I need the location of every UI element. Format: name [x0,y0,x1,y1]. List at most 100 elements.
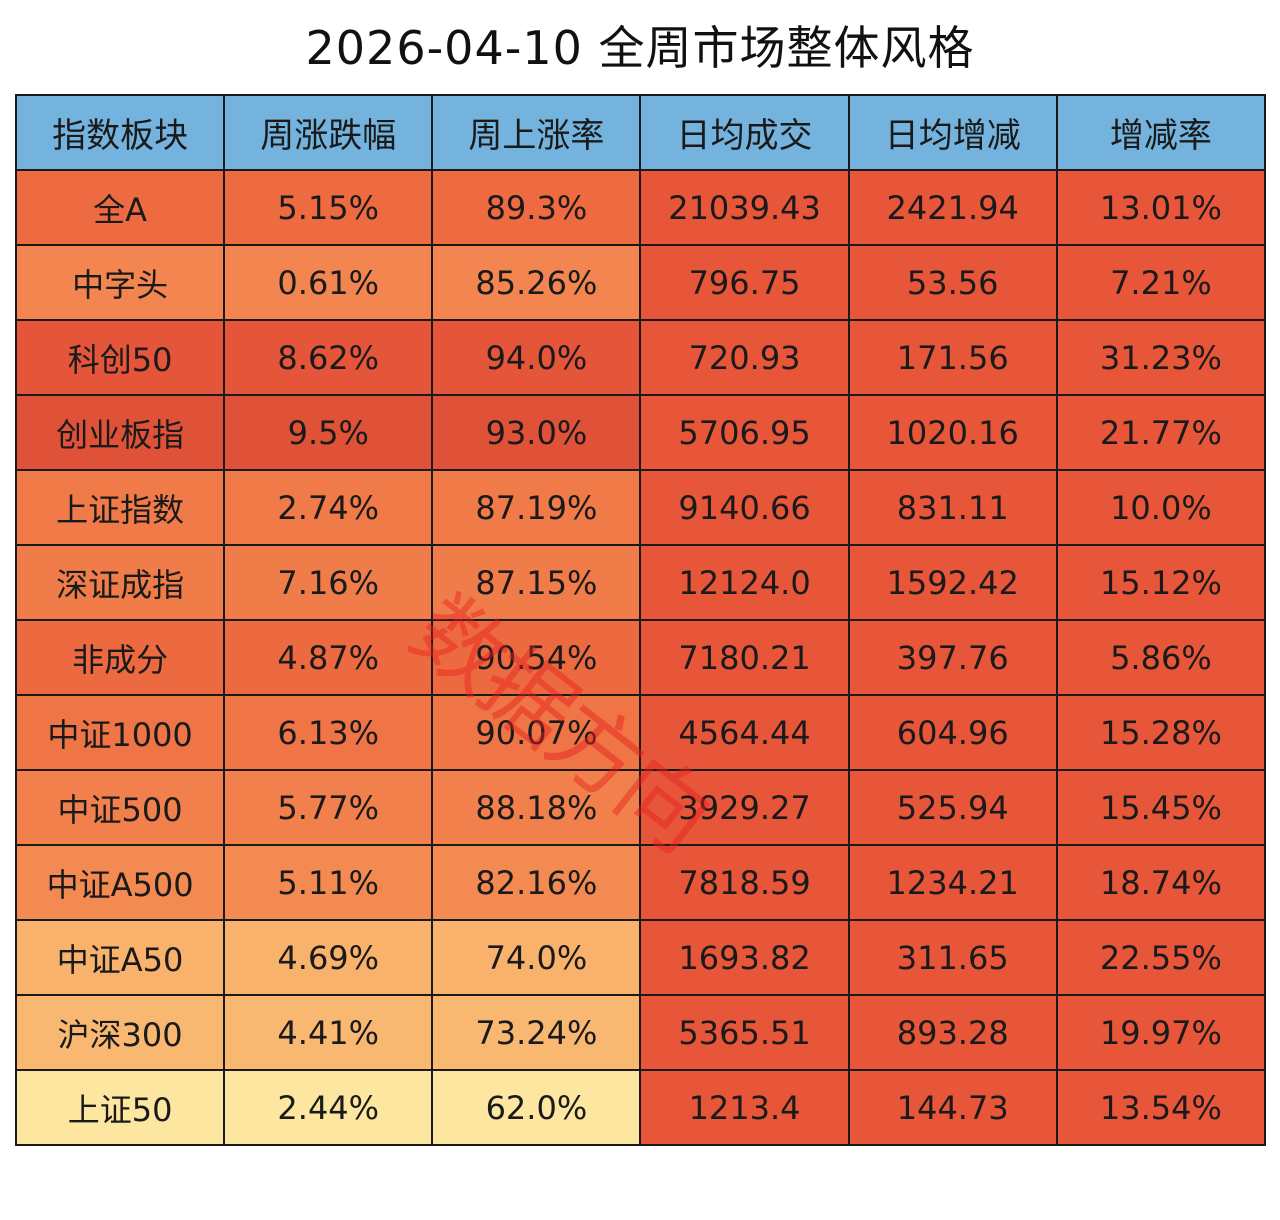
index-name-cell: 创业板指 [14,394,226,471]
value-cell: 4.69% [223,919,434,996]
value-cell: 31.23% [1055,319,1267,396]
value-cell: 2421.94 [847,169,1058,246]
value-cell: 87.19% [431,469,642,546]
value-cell: 5.11% [223,844,434,921]
value-cell: 1213.4 [639,1069,850,1146]
value-cell: 13.54% [1055,1069,1267,1146]
value-cell: 53.56 [847,244,1058,321]
value-cell: 89.3% [431,169,642,246]
table-row: 科创50 8.62% 94.0% 720.93 171.56 31.23% [14,319,1267,396]
value-cell: 22.55% [1055,919,1267,996]
column-header: 指数板块 [14,94,226,171]
value-cell: 7.21% [1055,244,1267,321]
market-style-table: 指数板块 周涨跌幅 周上涨率 日均成交 日均增减 增减率 全A 5.15% 89.3% 2103… [14,94,1267,1146]
value-cell: 5.86% [1055,619,1267,696]
value-cell: 21.77% [1055,394,1267,471]
value-cell: 2.44% [223,1069,434,1146]
value-cell: 93.0% [431,394,642,471]
value-cell: 9.5% [223,394,434,471]
column-header: 日均成交 [639,94,850,171]
index-name-cell: 科创50 [14,319,226,396]
value-cell: 94.0% [431,319,642,396]
value-cell: 18.74% [1055,844,1267,921]
value-cell: 311.65 [847,919,1058,996]
value-cell: 525.94 [847,769,1058,846]
table-row: 上证指数 2.74% 87.19% 9140.66 831.11 10.0% [14,469,1267,546]
table-row: 全A 5.15% 89.3% 21039.43 2421.94 13.01% [14,169,1267,246]
value-cell: 62.0% [431,1069,642,1146]
value-cell: 15.45% [1055,769,1267,846]
value-cell: 5706.95 [639,394,850,471]
value-cell: 5.77% [223,769,434,846]
table-row: 上证50 2.44% 62.0% 1213.4 144.73 13.54% [14,1069,1267,1146]
value-cell: 1234.21 [847,844,1058,921]
value-cell: 8.62% [223,319,434,396]
table-row: 深证成指 7.16% 87.15% 12124.0 1592.42 15.12% [14,544,1267,621]
index-name-cell: 非成分 [14,619,226,696]
value-cell: 87.15% [431,544,642,621]
index-name-cell: 中证A500 [14,844,226,921]
table-row: 中证1000 6.13% 90.07% 4564.44 604.96 15.28% [14,694,1267,771]
value-cell: 19.97% [1055,994,1267,1071]
table-header-row: 指数板块 周涨跌幅 周上涨率 日均成交 日均增减 增减率 [14,94,1267,171]
index-name-cell: 中证1000 [14,694,226,771]
value-cell: 85.26% [431,244,642,321]
column-header: 日均增减 [847,94,1058,171]
value-cell: 5.15% [223,169,434,246]
value-cell: 397.76 [847,619,1058,696]
value-cell: 720.93 [639,319,850,396]
value-cell: 90.54% [431,619,642,696]
index-name-cell: 中字头 [14,244,226,321]
value-cell: 604.96 [847,694,1058,771]
value-cell: 1020.16 [847,394,1058,471]
table-row: 非成分 4.87% 90.54% 7180.21 397.76 5.86% [14,619,1267,696]
value-cell: 4564.44 [639,694,850,771]
value-cell: 4.41% [223,994,434,1071]
column-header: 增减率 [1055,94,1267,171]
value-cell: 1693.82 [639,919,850,996]
value-cell: 88.18% [431,769,642,846]
index-name-cell: 深证成指 [14,544,226,621]
value-cell: 893.28 [847,994,1058,1071]
index-name-cell: 上证50 [14,1069,226,1146]
index-name-cell: 中证A50 [14,919,226,996]
value-cell: 0.61% [223,244,434,321]
value-cell: 5365.51 [639,994,850,1071]
index-name-cell: 沪深300 [14,994,226,1071]
value-cell: 1592.42 [847,544,1058,621]
value-cell: 4.87% [223,619,434,696]
value-cell: 7818.59 [639,844,850,921]
value-cell: 7.16% [223,544,434,621]
page-title: 2026-04-10 全周市场整体风格 [305,21,975,75]
table-row: 沪深300 4.41% 73.24% 5365.51 893.28 19.97% [14,994,1267,1071]
value-cell: 13.01% [1055,169,1267,246]
value-cell: 6.13% [223,694,434,771]
value-cell: 15.28% [1055,694,1267,771]
value-cell: 7180.21 [639,619,850,696]
value-cell: 831.11 [847,469,1058,546]
value-cell: 171.56 [847,319,1058,396]
value-cell: 10.0% [1055,469,1267,546]
column-header: 周涨跌幅 [223,94,434,171]
value-cell: 21039.43 [639,169,850,246]
index-name-cell: 中证500 [14,769,226,846]
value-cell: 9140.66 [639,469,850,546]
table-row: 中证500 5.77% 88.18% 3929.27 525.94 15.45% [14,769,1267,846]
value-cell: 3929.27 [639,769,850,846]
value-cell: 144.73 [847,1069,1058,1146]
value-cell: 12124.0 [639,544,850,621]
value-cell: 2.74% [223,469,434,546]
index-name-cell: 全A [14,169,226,246]
table-row: 中字头 0.61% 85.26% 796.75 53.56 7.21% [14,244,1267,321]
table-row: 创业板指 9.5% 93.0% 5706.95 1020.16 21.77% [14,394,1267,471]
value-cell: 15.12% [1055,544,1267,621]
value-cell: 73.24% [431,994,642,1071]
value-cell: 74.0% [431,919,642,996]
column-header: 周上涨率 [431,94,642,171]
value-cell: 82.16% [431,844,642,921]
value-cell: 90.07% [431,694,642,771]
table-row: 中证A500 5.11% 82.16% 7818.59 1234.21 18.74% [14,844,1267,921]
table-row: 中证A50 4.69% 74.0% 1693.82 311.65 22.55% [14,919,1267,996]
index-name-cell: 上证指数 [14,469,226,546]
value-cell: 796.75 [639,244,850,321]
